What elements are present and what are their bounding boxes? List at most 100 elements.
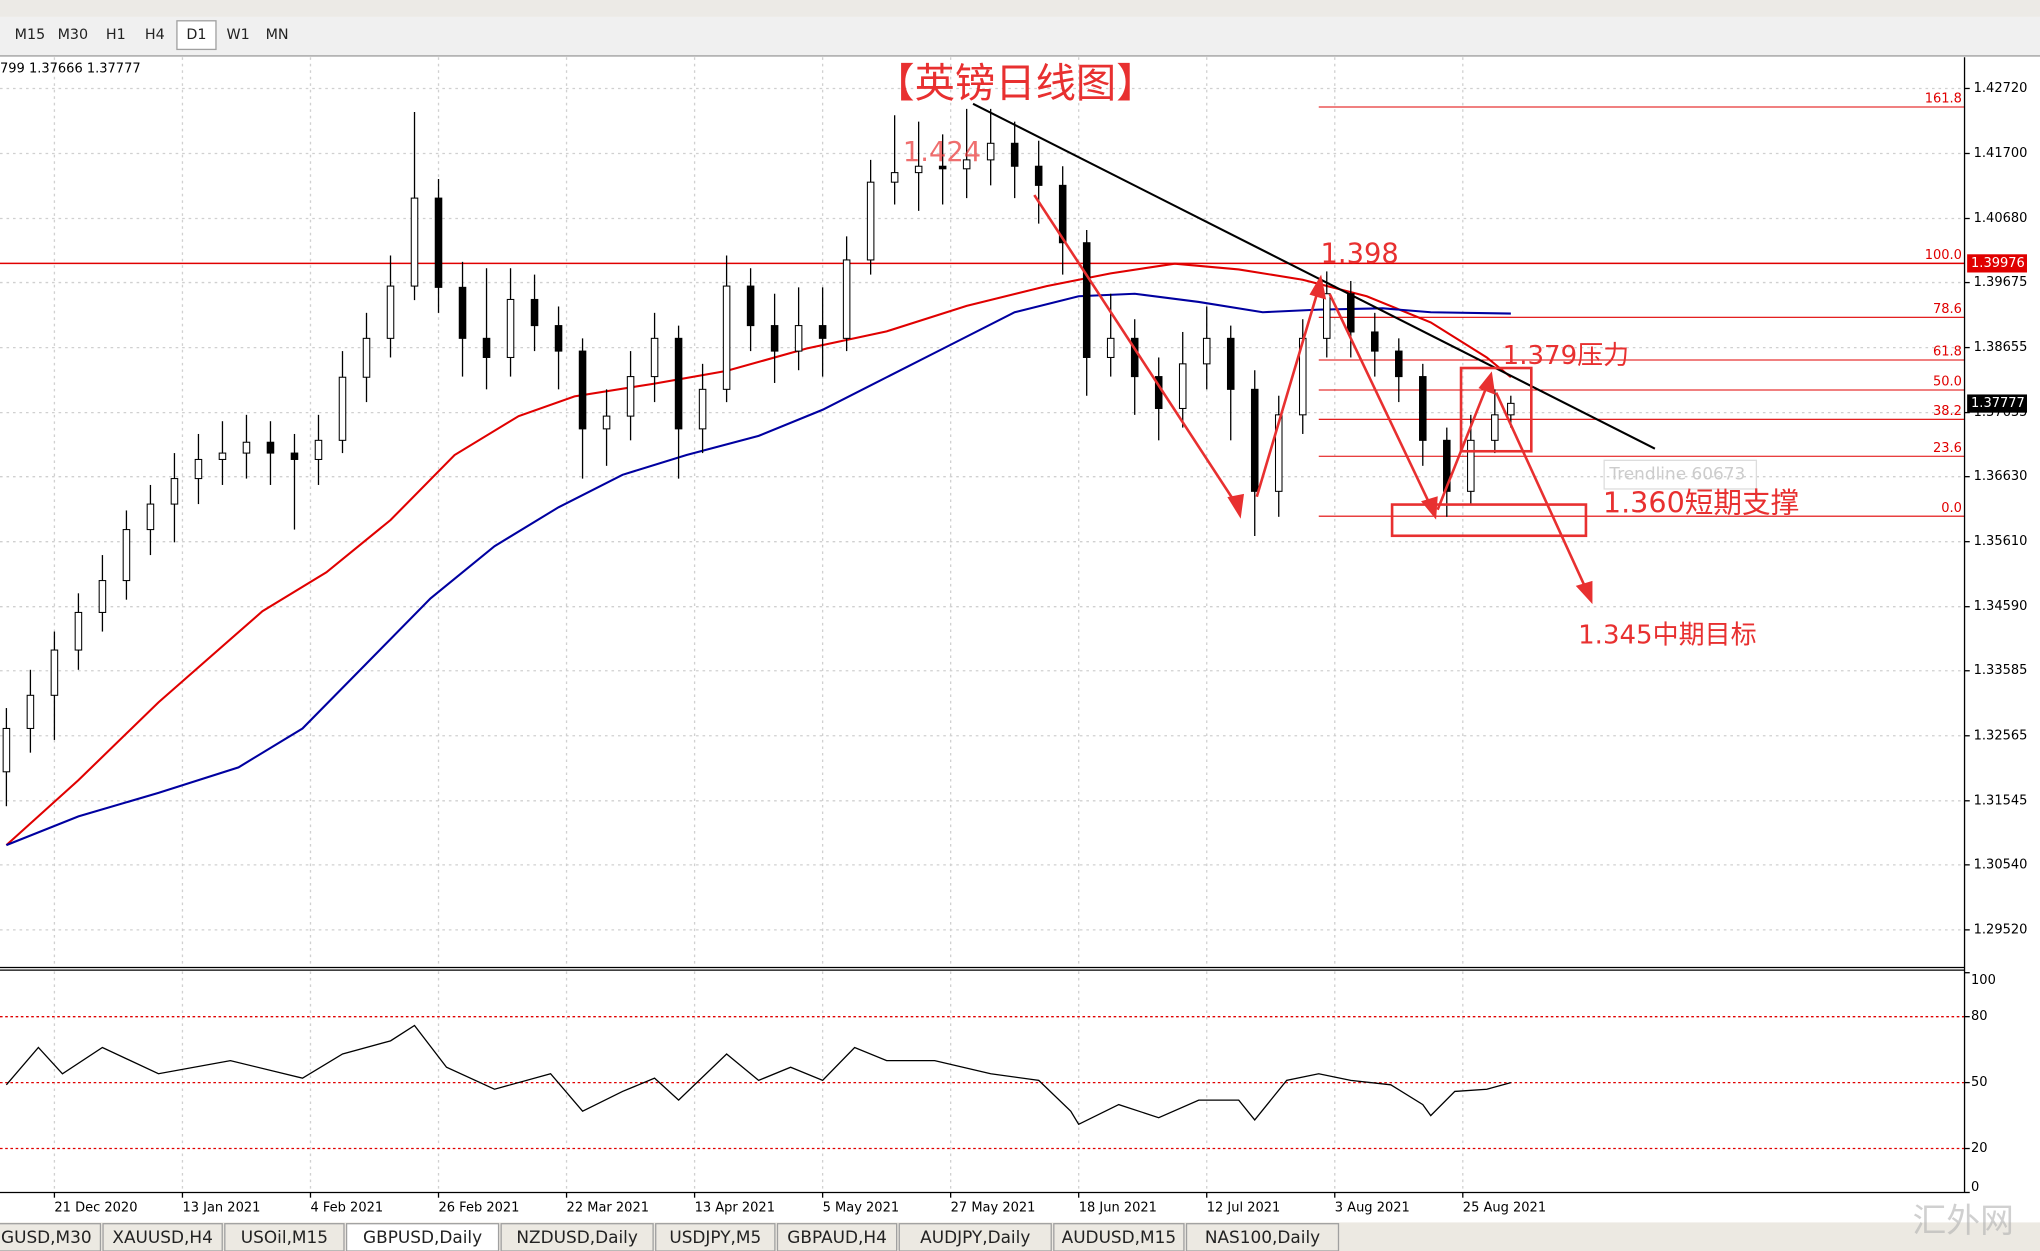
candle-body [26,694,35,729]
chart-tab[interactable] [1053,1223,1185,1251]
candle-body [242,441,251,454]
arrow [1255,285,1321,498]
candle-body [50,649,59,696]
chart-tab-label[interactable]: AUDUSD,M15 [1062,1227,1176,1247]
candle-body [794,325,803,352]
candle-body [314,439,323,460]
plot-area [0,57,1965,967]
candle-body [626,376,635,417]
rsi-tick-label: 0 [1971,1180,1979,1195]
last-price-label: 1.37777 [1971,396,2025,411]
chart-tab[interactable] [0,1223,102,1251]
x-tick-label: 21 Dec 2020 [54,1201,137,1216]
candle-body [770,325,779,352]
annotation: 1.345中期目标 [1578,620,1756,650]
y-tick-label: 1.39675 [1974,275,2028,290]
timeframe-button[interactable] [257,20,297,50]
chart-tab-label[interactable]: USOil,M15 [241,1227,328,1247]
timeframe-button[interactable] [176,20,217,51]
candle-body [218,452,227,460]
x-tick-label: 22 Mar 2021 [567,1201,649,1216]
timeframe-label[interactable]: D1 [186,27,206,43]
fibo-label: 100.0 [1925,248,1962,263]
annotation: 1.360短期支撑 [1603,486,1799,520]
chart-tab[interactable] [1185,1223,1340,1251]
fibo-label: 78.6 [1933,302,1962,317]
chart-tab-label[interactable]: AUDJPY,Daily [920,1227,1030,1247]
timeframe-label[interactable]: H4 [145,27,165,43]
timeframe-button[interactable] [135,20,175,50]
candle-body [146,503,155,531]
candle-body [1034,165,1043,186]
chart-tab-label[interactable]: NZDUSD,Daily [516,1227,637,1247]
chart-tab-label[interactable]: USDJPY,M5 [669,1227,761,1247]
candle-body [98,580,107,613]
timeframe-label[interactable]: W1 [226,27,249,43]
candle-body [1491,414,1499,441]
chart-tab[interactable] [224,1223,345,1251]
candle-body [962,159,971,170]
x-tick-label: 12 Jul 2021 [1207,1201,1281,1216]
chart-tab[interactable] [776,1223,898,1251]
y-tick-label: 1.42720 [1974,81,2028,96]
rsi-tick-label: 100 [1971,973,1996,988]
timeframe-button[interactable] [53,20,93,50]
candle-body [1322,293,1331,339]
timeframe-label[interactable]: MN [266,27,289,43]
candle-body [578,350,587,430]
chart-tab-label[interactable]: GUSD,M30 [1,1227,92,1247]
chart-tab[interactable] [102,1223,223,1251]
candle-body [866,181,875,261]
annotation: 1.398 [1321,238,1399,269]
trendline-label-box [1603,459,1758,490]
candle-body [1178,363,1187,409]
x-tick-label: 3 Aug 2021 [1335,1201,1410,1216]
timeframe-button[interactable] [96,20,136,50]
rsi-tick-label: 20 [1971,1141,1988,1156]
arrowhead [1421,496,1438,520]
timeframe-label[interactable]: H1 [106,27,126,43]
candle-body [746,285,755,327]
chart-tab-label[interactable]: GBPAUD,H4 [787,1227,887,1247]
annotation: 1.424 [903,137,981,168]
timeframe-label[interactable]: M30 [58,27,89,43]
candle-body [1467,439,1475,492]
y-tick-label: 1.31545 [1974,793,2028,808]
y-tick-label: 1.41700 [1974,146,2028,161]
watermark: 汇外网 [1913,1201,2014,1240]
fibo-label: 0.0 [1941,501,1962,516]
candle-body [1443,439,1451,492]
candle-body [506,298,515,358]
chart-tab[interactable] [655,1223,776,1251]
rsi-tick-label: 50 [1971,1075,1988,1090]
candle-body [1130,337,1139,378]
chart-tab-label[interactable]: XAUUSD,H4 [112,1227,212,1247]
chart-tab[interactable] [898,1223,1052,1251]
candle-body [890,172,899,183]
timeframe-button[interactable] [10,20,50,50]
candle-body [410,197,419,287]
chart-tab-label[interactable]: NAS100,Daily [1205,1227,1320,1247]
candle-body [1274,414,1283,492]
chart-tab-label[interactable]: GBPUSD,Daily [363,1227,482,1247]
chart-tab[interactable] [500,1223,654,1251]
candle-body [74,611,83,651]
x-tick-label: 4 Feb 2021 [310,1201,383,1216]
candle-body [290,452,299,460]
arrowhead [1227,493,1245,519]
fibo-label: 61.8 [1933,345,1962,360]
annotations [1033,194,1593,605]
chart-tab[interactable] [345,1223,500,1251]
timeframe-label[interactable]: M15 [15,27,46,43]
annotation: 1.379压力 [1503,341,1629,371]
candle-body [938,165,947,170]
price-info: 799 1.37666 1.37777 [0,61,141,76]
timeframe-button[interactable] [218,20,258,50]
candle-body [1507,402,1515,416]
candle-body [1106,337,1115,358]
candle-body [1395,350,1403,378]
candle-body [1226,337,1235,390]
last-price-box [1967,394,2027,413]
box [1390,503,1588,538]
